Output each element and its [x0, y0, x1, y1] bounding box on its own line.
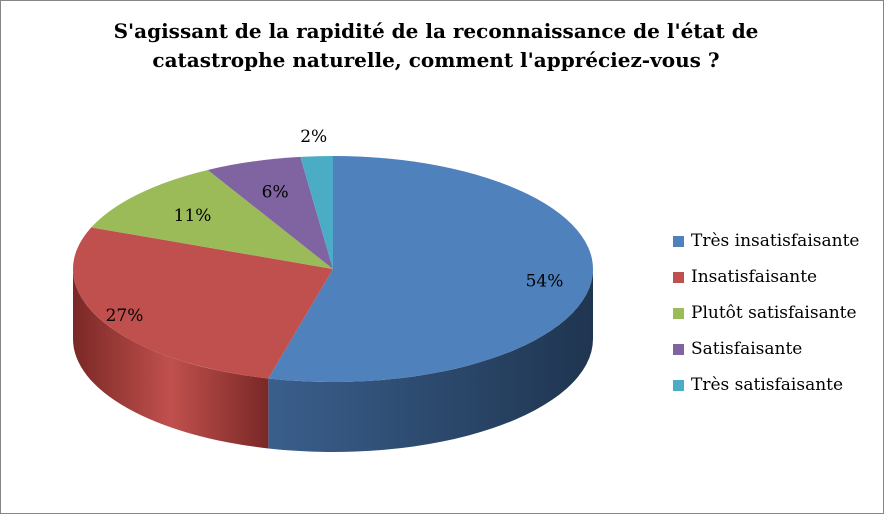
pie-slice-3 — [207, 156, 333, 269]
legend-swatch — [673, 307, 684, 319]
slice-side-0 — [268, 269, 593, 452]
legend-item: Insatisfaisante — [673, 259, 859, 295]
pie-slice-2 — [91, 169, 333, 269]
legend-label: Plutôt satisfaisante — [691, 303, 857, 323]
legend-swatch — [673, 271, 684, 283]
slice-side-1 — [73, 269, 269, 449]
pie-slice-4 — [300, 156, 333, 269]
legend-item: Très insatisfaisante — [673, 223, 859, 259]
data-label: 27% — [106, 306, 144, 326]
data-label: 2% — [300, 127, 327, 147]
chart-title: S'agissant de la rapidité de la reconnai… — [113, 19, 759, 72]
legend-label: Insatisfaisante — [691, 267, 818, 287]
data-label: 54% — [526, 272, 564, 292]
legend-item: Satisfaisante — [673, 331, 859, 367]
data-label: 6% — [262, 183, 289, 203]
legend-label: Très satisfaisante — [691, 375, 844, 395]
pie-chart: 54% 27% 11% 6% 2% — [72, 127, 594, 452]
legend-label: Très insatisfaisante — [691, 231, 860, 251]
legend-item: Très satisfaisante — [673, 367, 859, 403]
pie-slice-0 — [268, 156, 594, 382]
legend-swatch — [673, 343, 684, 355]
legend-item: Plutôt satisfaisante — [673, 295, 859, 331]
data-label: 11% — [174, 206, 212, 226]
pie-slice-1 — [72, 227, 333, 379]
legend: Très insatisfaisante Insatisfaisante Plutô… — [673, 223, 859, 403]
legend-label: Satisfaisante — [691, 339, 803, 359]
legend-swatch — [673, 379, 684, 391]
legend-swatch — [673, 235, 684, 247]
